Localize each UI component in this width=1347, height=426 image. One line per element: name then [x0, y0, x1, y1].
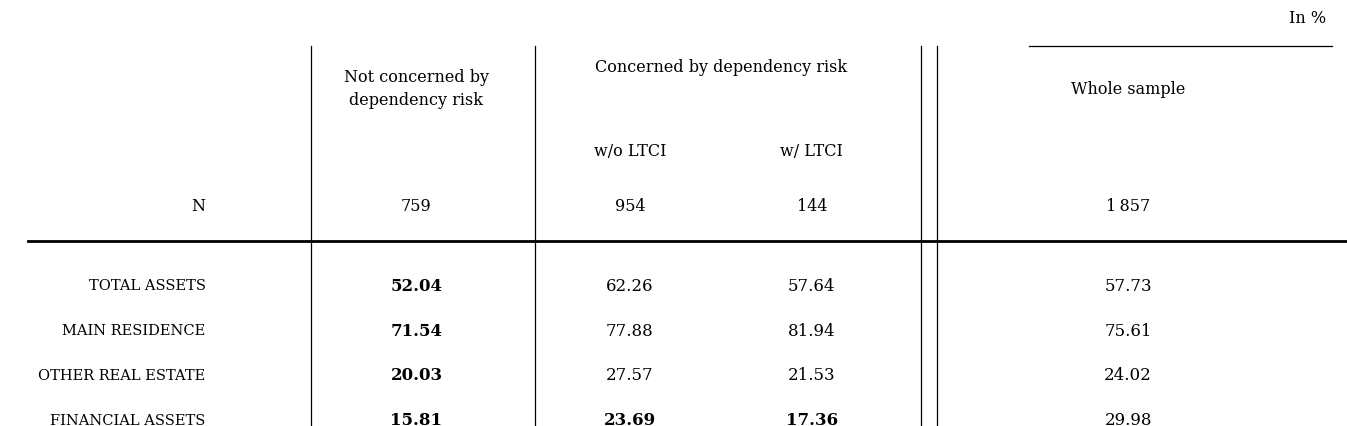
Text: 144: 144: [796, 198, 827, 215]
Text: w/o LTCI: w/o LTCI: [594, 143, 667, 160]
Text: 24.02: 24.02: [1105, 367, 1152, 384]
Text: 29.98: 29.98: [1105, 412, 1152, 426]
Text: 57.64: 57.64: [788, 278, 835, 295]
Text: 77.88: 77.88: [606, 322, 653, 340]
Text: Not concerned by
dependency risk: Not concerned by dependency risk: [343, 69, 489, 109]
Text: 20.03: 20.03: [391, 367, 443, 384]
Text: 27.57: 27.57: [606, 367, 653, 384]
Text: 62.26: 62.26: [606, 278, 653, 295]
Text: 75.61: 75.61: [1105, 322, 1152, 340]
Text: 52.04: 52.04: [391, 278, 443, 295]
Text: 71.54: 71.54: [391, 322, 443, 340]
Text: 21.53: 21.53: [788, 367, 835, 384]
Text: OTHER REAL ESTATE: OTHER REAL ESTATE: [38, 369, 206, 383]
Text: 954: 954: [614, 198, 645, 215]
Text: FINANCIAL ASSETS: FINANCIAL ASSETS: [50, 414, 206, 426]
Text: 57.73: 57.73: [1105, 278, 1152, 295]
Text: 1 857: 1 857: [1106, 198, 1150, 215]
Text: 759: 759: [401, 198, 432, 215]
Text: 15.81: 15.81: [391, 412, 443, 426]
Text: 23.69: 23.69: [603, 412, 656, 426]
Text: w/ LTCI: w/ LTCI: [780, 143, 843, 160]
Text: N: N: [191, 198, 206, 215]
Text: MAIN RESIDENCE: MAIN RESIDENCE: [62, 324, 206, 338]
Text: TOTAL ASSETS: TOTAL ASSETS: [89, 279, 206, 293]
Text: 81.94: 81.94: [788, 322, 835, 340]
Text: Whole sample: Whole sample: [1071, 81, 1185, 98]
Text: Concerned by dependency risk: Concerned by dependency risk: [595, 59, 847, 76]
Text: 17.36: 17.36: [785, 412, 838, 426]
Text: In %: In %: [1289, 10, 1325, 27]
